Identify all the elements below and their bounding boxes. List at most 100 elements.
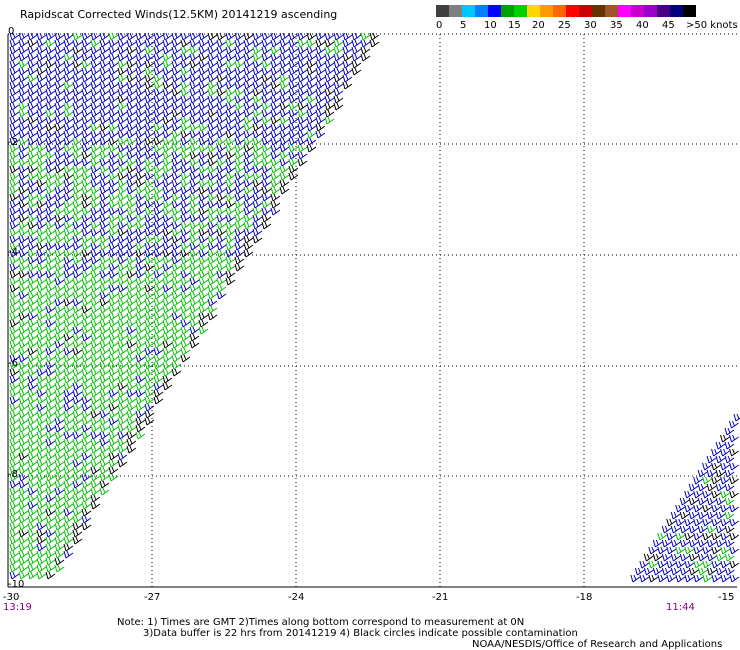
wind-barb xyxy=(108,473,119,482)
wind-barb xyxy=(54,508,65,517)
wind-barb xyxy=(99,431,110,440)
wind-barb xyxy=(99,32,110,41)
wind-barb xyxy=(711,560,722,569)
wind-barb xyxy=(216,270,227,279)
wind-barb xyxy=(171,95,182,104)
wind-barb xyxy=(99,81,110,90)
wind-barb xyxy=(108,368,119,377)
wind-barb xyxy=(63,263,74,272)
wind-barb xyxy=(54,32,65,41)
wind-barb xyxy=(270,179,281,188)
wind-barb xyxy=(36,543,47,552)
wind-barb xyxy=(45,67,56,76)
wind-barb xyxy=(225,158,236,167)
wind-barb xyxy=(162,305,173,314)
wind-barb xyxy=(724,483,735,492)
wind-barb xyxy=(153,116,164,125)
wind-barb xyxy=(216,46,227,55)
wind-barb xyxy=(207,39,218,48)
wind-barb xyxy=(324,116,335,125)
wind-barb xyxy=(306,39,317,48)
wind-barb xyxy=(90,305,101,314)
wind-barb xyxy=(225,81,236,90)
wind-barb xyxy=(117,424,128,433)
wind-barb xyxy=(54,74,65,83)
wind-barb xyxy=(9,529,20,538)
wind-barb xyxy=(697,539,708,548)
wind-barb xyxy=(252,74,263,83)
wind-barb xyxy=(171,368,182,377)
wind-barb xyxy=(225,116,236,125)
wind-barb xyxy=(666,560,677,569)
wind-barb xyxy=(90,67,101,76)
wind-barb xyxy=(27,340,38,349)
wind-barb xyxy=(270,172,281,181)
wind-barb xyxy=(99,165,110,174)
wind-barb xyxy=(72,242,83,251)
wind-barb xyxy=(261,67,272,76)
scale-swatch xyxy=(683,5,696,17)
wind-barb xyxy=(72,235,83,244)
wind-barb xyxy=(99,123,110,132)
wind-barb xyxy=(45,501,56,510)
wind-barb xyxy=(207,235,218,244)
wind-barb xyxy=(90,214,101,223)
wind-barb xyxy=(207,158,218,167)
wind-barb xyxy=(18,536,29,545)
wind-barb xyxy=(153,39,164,48)
wind-barb xyxy=(261,60,272,69)
wind-barb xyxy=(99,39,110,48)
wind-barb xyxy=(18,368,29,377)
wind-barb xyxy=(90,172,101,181)
wind-barb xyxy=(81,501,92,510)
wind-barb xyxy=(9,305,20,314)
wind-barb xyxy=(135,193,146,202)
wind-barb xyxy=(688,497,699,506)
wind-barb xyxy=(108,81,119,90)
wind-barb xyxy=(153,67,164,76)
wind-barb xyxy=(18,347,29,356)
wind-barb xyxy=(117,298,128,307)
wind-barb xyxy=(108,291,119,300)
wind-barb xyxy=(54,333,65,342)
wind-barb xyxy=(702,462,712,471)
wind-barb xyxy=(153,382,164,391)
wind-barb xyxy=(126,116,137,125)
wind-barb xyxy=(162,193,173,202)
wind-barb xyxy=(36,74,47,83)
wind-barb xyxy=(45,515,56,524)
wind-barb xyxy=(117,32,128,41)
wind-barb xyxy=(81,424,92,433)
wind-barb xyxy=(252,130,263,139)
wind-barb xyxy=(9,557,20,566)
wind-barb xyxy=(675,574,686,583)
wind-barb xyxy=(36,109,47,118)
wind-barb xyxy=(351,60,362,69)
wind-barb xyxy=(45,235,56,244)
wind-barb xyxy=(126,102,137,111)
wind-barb xyxy=(36,179,47,188)
wind-barb xyxy=(45,158,56,167)
wind-barb xyxy=(261,214,272,223)
wind-barb xyxy=(306,88,317,97)
wind-barb xyxy=(54,564,65,573)
wind-barb xyxy=(36,291,47,300)
wind-barb xyxy=(63,32,74,41)
wind-barb xyxy=(216,228,227,237)
wind-barb xyxy=(180,305,191,314)
wind-barb xyxy=(225,102,236,111)
wind-barb xyxy=(90,382,101,391)
wind-barb xyxy=(18,46,29,55)
wind-barb xyxy=(216,123,227,132)
wind-barb xyxy=(9,375,20,384)
wind-barb xyxy=(306,67,317,76)
wind-barb xyxy=(243,242,254,251)
wind-barb xyxy=(171,312,182,321)
wind-barb xyxy=(72,200,83,209)
wind-barb xyxy=(270,151,281,160)
wind-barb xyxy=(18,298,29,307)
wind-barb xyxy=(670,511,681,520)
wind-barb xyxy=(225,179,236,188)
wind-barb xyxy=(243,67,254,76)
wind-barb xyxy=(252,32,263,41)
